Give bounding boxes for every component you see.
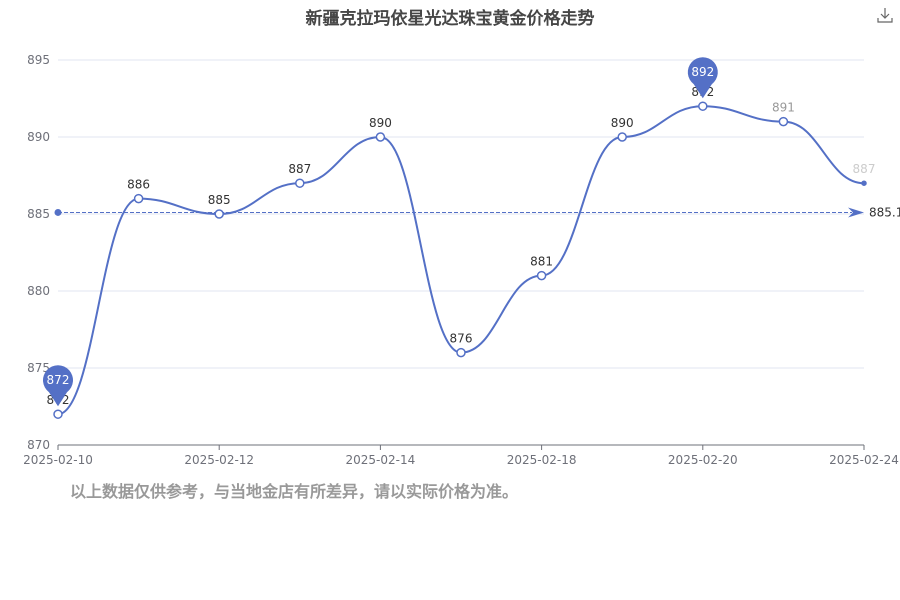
data-point <box>536 270 547 281</box>
average-line-start <box>54 208 62 216</box>
y-tick-label: 890 <box>27 130 50 144</box>
min-mark-pin <box>43 365 74 407</box>
y-tick-label: 880 <box>27 284 50 298</box>
data-point <box>456 347 466 358</box>
data-point <box>295 178 305 188</box>
y-tick-label: 895 <box>27 53 50 67</box>
average-line-arrow <box>848 207 864 218</box>
data-point <box>861 180 867 186</box>
max-mark-pin <box>687 57 718 99</box>
data-point <box>617 132 627 142</box>
max-mark-label: 892 <box>691 65 714 79</box>
data-label: 890 <box>369 116 392 130</box>
y-tick-label: 870 <box>27 438 50 452</box>
x-tick-label: 2025-02-14 <box>346 453 416 467</box>
y-tick-label: 885 <box>27 207 50 221</box>
disclaimer-note: 以上数据仅供参考，与当地金店有所差异，请以实际价格为准。 <box>70 482 519 501</box>
x-tick-label: 2025-02-10 <box>23 453 93 467</box>
x-tick-label: 2025-02-12 <box>184 453 254 467</box>
average-line-label: 885.1 <box>869 205 900 219</box>
data-label: 881 <box>530 255 553 269</box>
data-label: 887 <box>288 162 311 176</box>
x-tick-label: 2025-02-18 <box>507 453 577 467</box>
data-label: 886 <box>127 178 150 192</box>
x-tick-label: 2025-02-20 <box>668 453 738 467</box>
data-point <box>133 193 144 204</box>
data-point <box>698 101 708 111</box>
data-label: 891 <box>772 101 795 115</box>
data-label: 890 <box>611 116 634 130</box>
min-mark-label: 872 <box>47 373 70 387</box>
data-label: 885 <box>208 193 231 207</box>
data-point <box>375 132 386 142</box>
series-line <box>57 105 865 416</box>
chart-title: 新疆克拉玛依星光达珠宝黄金价格走势 <box>305 9 595 29</box>
data-point <box>53 409 63 419</box>
data-label: 887 <box>853 162 876 176</box>
data-label: 876 <box>450 332 473 346</box>
data-point <box>778 116 789 127</box>
download-icon[interactable] <box>876 6 894 24</box>
data-point <box>214 209 224 219</box>
x-tick-label: 2025-02-24 <box>829 453 899 467</box>
y-tick-label: 875 <box>27 361 50 375</box>
